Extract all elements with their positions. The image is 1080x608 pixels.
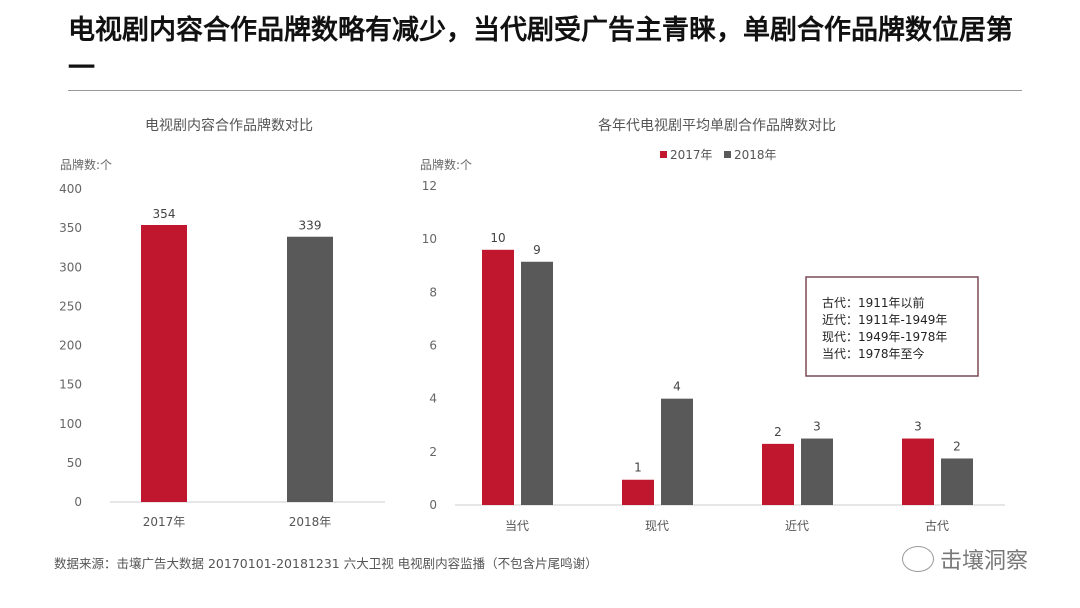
data-label: 2 [774, 425, 782, 439]
annotation-line: 当代：1978年至今 [822, 346, 925, 361]
bar [941, 458, 973, 505]
annotation-line: 现代：1949年-1978年 [822, 330, 947, 344]
y-tick-label: 2 [429, 445, 437, 459]
data-label: 10 [490, 231, 505, 245]
bar [622, 479, 654, 505]
y-tick-label: 300 [59, 260, 82, 274]
y-tick-label: 100 [59, 417, 82, 431]
brand-name: 击壤洞察 [940, 549, 1029, 574]
y-tick-label: 10 [422, 232, 437, 246]
x-tick-label: 当代 [505, 519, 529, 533]
legend-swatch-2017 [660, 151, 667, 158]
left-y-label: 品牌数:个 [60, 157, 112, 172]
page-title: 电视剧内容合作品牌数略有减少，当代剧受广告主青睐，单剧合作品牌数位居第一 [68, 15, 1013, 84]
bar [141, 224, 187, 502]
y-tick-label: 12 [422, 179, 437, 193]
title-divider [68, 90, 1022, 91]
y-tick-label: 200 [59, 339, 82, 353]
right-y-label: 品牌数:个 [420, 157, 472, 172]
y-tick-label: 350 [59, 221, 82, 235]
bar [801, 438, 833, 505]
data-label: 339 [299, 219, 322, 233]
legend: 2017年 2018年 [660, 148, 777, 162]
x-tick-label: 2017年 [143, 515, 186, 529]
data-label: 354 [153, 207, 176, 221]
left-chart-title: 电视剧内容合作品牌数对比 [145, 117, 313, 134]
y-tick-label: 0 [429, 498, 437, 512]
data-label: 1 [634, 461, 642, 475]
brand-watermark: 击壤洞察 [902, 543, 1028, 575]
data-label: 2 [953, 439, 961, 453]
annotation-line: 近代：1911年-1949年 [822, 313, 947, 327]
legend-label-2017: 2017年 [670, 148, 713, 162]
bar [287, 236, 333, 503]
data-label: 3 [813, 420, 821, 434]
legend-label-2018: 2018年 [734, 148, 777, 162]
bar [762, 443, 794, 505]
period-annotation-box: 古代：1911年以前 近代：1911年-1949年 现代：1949年-1978年… [805, 276, 979, 377]
x-tick-label: 近代 [785, 519, 809, 533]
data-source-note: 数据来源：击壤广告大数据 20170101-20181231 六大卫视 电视剧内… [54, 556, 598, 571]
y-tick-label: 400 [59, 182, 82, 196]
y-tick-label: 50 [67, 456, 82, 470]
y-tick-label: 4 [429, 392, 437, 406]
bar [482, 249, 514, 505]
right-chart-title: 各年代电视剧平均单剧合作品牌数对比 [598, 117, 836, 134]
data-label: 3 [914, 420, 922, 434]
x-tick-label: 古代 [925, 518, 949, 533]
bar [902, 438, 934, 505]
y-tick-label: 6 [429, 339, 437, 353]
y-tick-label: 8 [429, 285, 437, 299]
data-label: 4 [673, 380, 681, 394]
bar [521, 261, 553, 505]
data-label: 9 [533, 243, 541, 257]
y-tick-label: 150 [59, 378, 82, 392]
bar [661, 398, 693, 505]
legend-swatch-2018 [724, 151, 731, 158]
x-tick-label: 现代 [645, 519, 669, 533]
y-tick-label: 250 [59, 299, 82, 313]
y-tick-label: 0 [74, 495, 82, 509]
x-tick-label: 2018年 [289, 515, 332, 529]
wechat-icon [902, 546, 934, 572]
annotation-line: 古代：1911年以前 [822, 295, 925, 310]
